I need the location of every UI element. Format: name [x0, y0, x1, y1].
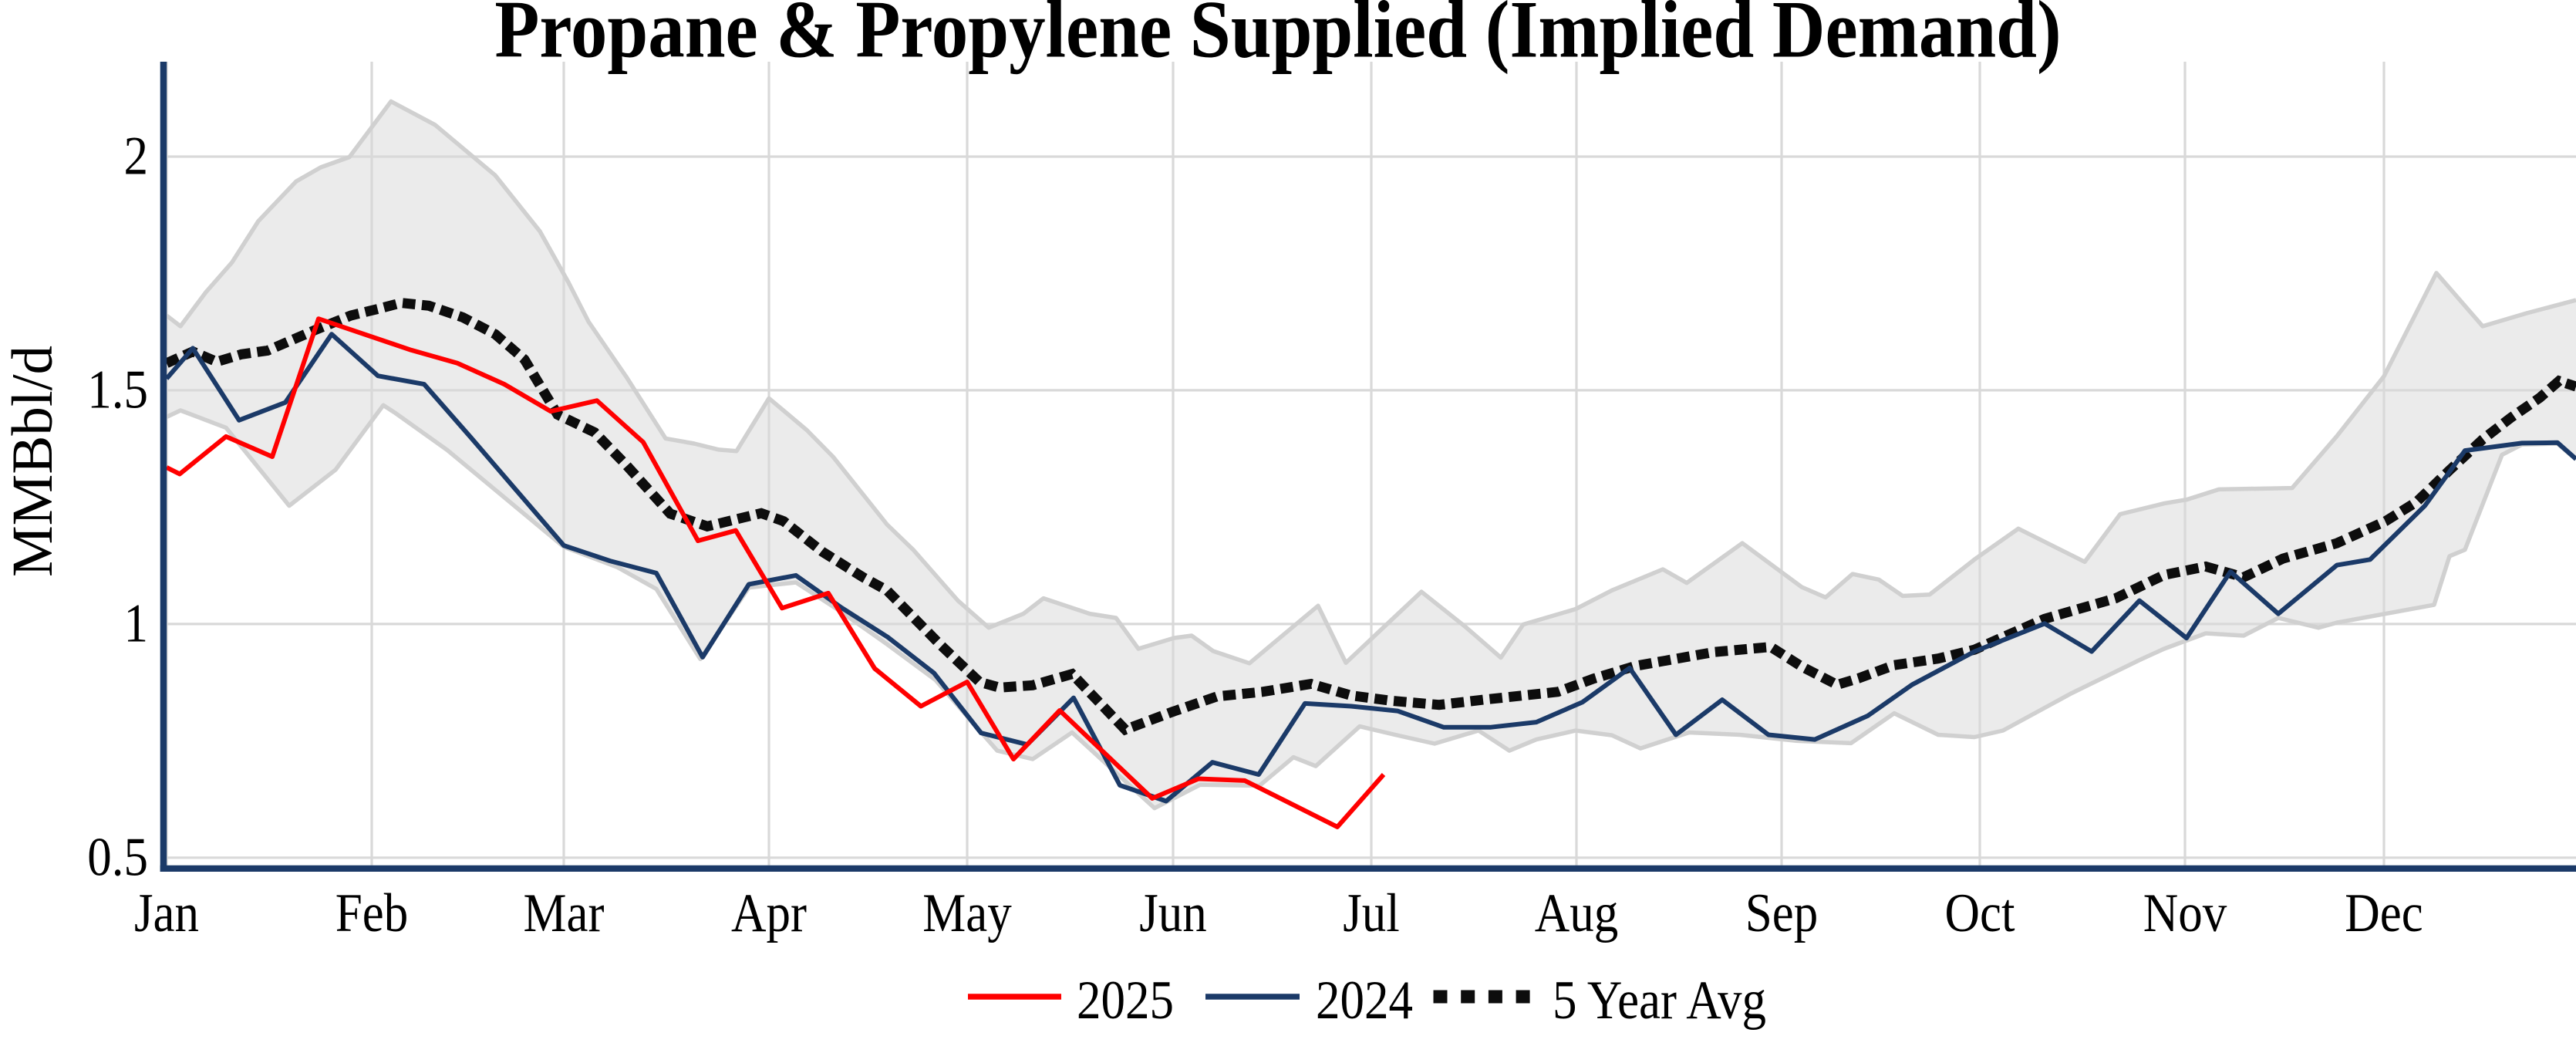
svg-text:1.5: 1.5 [87, 359, 148, 420]
svg-text:Apr: Apr [731, 883, 807, 943]
svg-text:Jan: Jan [134, 883, 199, 943]
svg-text:2025: 2025 [1077, 970, 1174, 1031]
svg-text:Oct: Oct [1945, 883, 2015, 943]
svg-text:5 Year Avg: 5 Year Avg [1553, 970, 1766, 1031]
svg-text:2: 2 [124, 126, 148, 186]
svg-text:Mar: Mar [524, 883, 605, 943]
svg-text:Sep: Sep [1745, 883, 1818, 943]
svg-text:1: 1 [124, 593, 148, 653]
svg-text:Feb: Feb [335, 883, 408, 943]
svg-text:Jun: Jun [1139, 883, 1207, 943]
svg-text:Aug: Aug [1535, 883, 1618, 943]
svg-text:Dec: Dec [2345, 883, 2423, 943]
svg-text:Jul: Jul [1343, 883, 1400, 943]
svg-text:2024: 2024 [1316, 970, 1413, 1031]
svg-text:MMBbl/d: MMBbl/d [1, 346, 65, 577]
svg-text:0.5: 0.5 [87, 827, 148, 887]
svg-text:Nov: Nov [2143, 883, 2227, 943]
svg-text:Propane & Propylene Supplied (: Propane & Propylene Supplied (Implied De… [494, 0, 2061, 75]
svg-text:May: May [922, 883, 1012, 943]
